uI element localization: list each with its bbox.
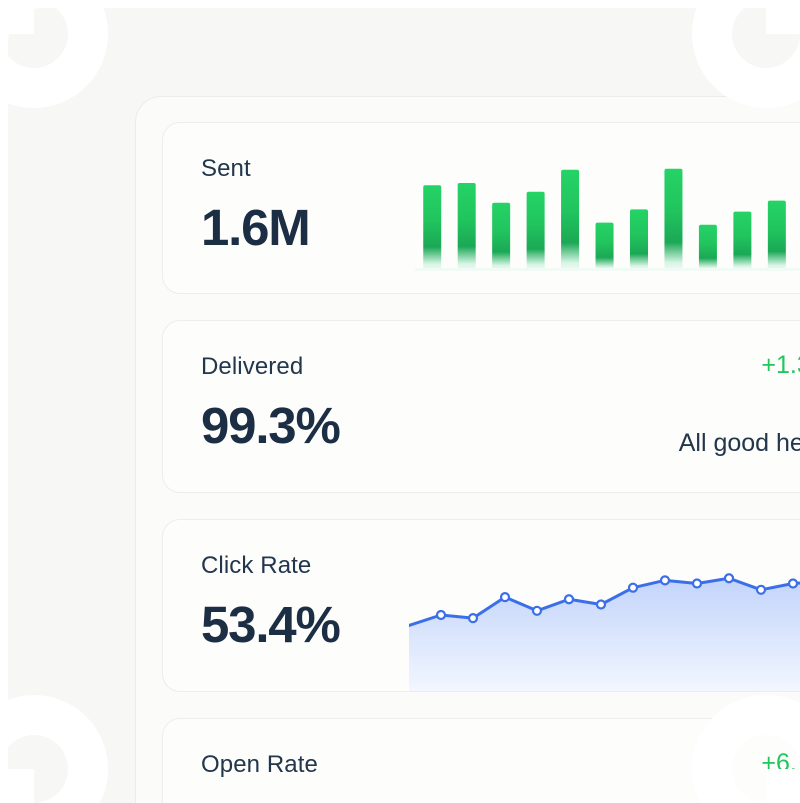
sent-bar	[526, 191, 545, 271]
click-rate-marker	[499, 592, 511, 603]
metric-card-delivered[interactable]: Delivered 99.3% +1.3% All good here!	[162, 320, 800, 493]
click-rate-marker	[659, 575, 671, 586]
sent-bar	[561, 169, 580, 271]
metric-label-delivered: Delivered	[201, 353, 304, 380]
sent-bar	[733, 211, 752, 271]
sent-bar	[767, 200, 786, 271]
metric-value-click-rate: 53.4%	[201, 596, 341, 653]
sent-bar	[492, 202, 511, 271]
metric-note-delivered: All good here!	[678, 429, 800, 457]
metric-value-delivered: 99.3%	[201, 397, 341, 454]
click-rate-marker	[755, 584, 767, 595]
sent-bar	[423, 185, 442, 271]
metric-card-list: Sent 1.6M	[162, 122, 800, 803]
click-rate-marker	[435, 609, 447, 621]
metric-delta-delivered: +1.3%	[761, 351, 800, 379]
click-rate-area-chart	[409, 538, 800, 691]
sent-bar	[595, 222, 614, 271]
metric-label-click-rate: Click Rate	[201, 552, 312, 579]
sent-bar	[630, 209, 648, 271]
click-rate-marker	[723, 573, 735, 584]
click-rate-marker	[467, 613, 479, 624]
metric-card-click-rate[interactable]: Click Rate 53.4%	[162, 519, 800, 692]
click-rate-marker	[787, 578, 799, 589]
sent-bar-chart	[415, 161, 800, 271]
sent-bars-group	[423, 168, 786, 271]
click-rate-marker	[531, 605, 543, 616]
metric-label-open-rate: Open Rate	[201, 751, 318, 778]
click-rate-marker	[691, 578, 703, 589]
click-rate-markers	[435, 573, 799, 624]
click-rate-area-chart-svg	[409, 573, 800, 691]
sent-baseline	[415, 268, 800, 271]
sent-bar	[698, 224, 717, 271]
sent-bar-chart-svg	[415, 168, 800, 271]
sent-bar	[664, 168, 683, 271]
click-rate-marker	[627, 582, 639, 593]
metric-value-sent: 1.6M	[201, 199, 311, 256]
metric-delta-open-rate: +6.7%	[761, 749, 800, 777]
click-rate-marker	[563, 594, 575, 605]
metric-label-sent: Sent	[201, 155, 251, 182]
metric-card-open-rate[interactable]: Open Rate +6.7%	[162, 718, 800, 803]
click-rate-marker	[595, 599, 607, 610]
metric-card-sent[interactable]: Sent 1.6M	[162, 122, 800, 294]
click-rate-area-fill	[409, 578, 800, 691]
sent-bar	[457, 183, 476, 271]
